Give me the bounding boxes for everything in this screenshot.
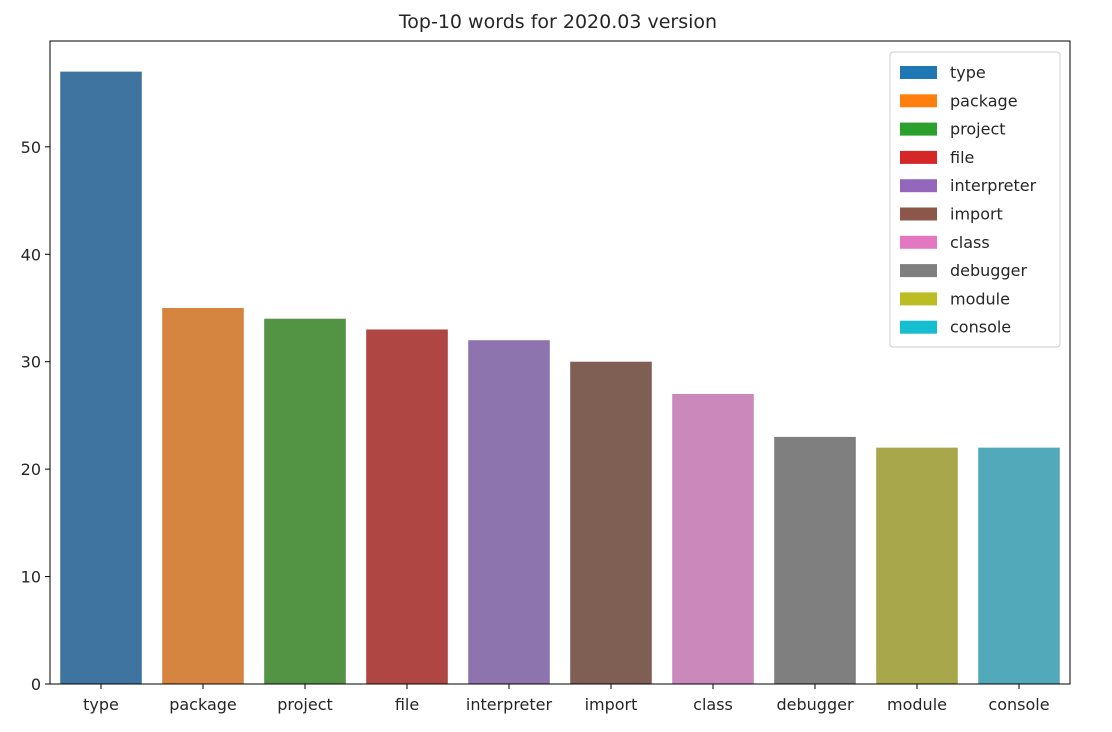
legend: type package project file interpreter import c…: [889, 51, 1061, 348]
y-tick-label: 40: [21, 245, 41, 264]
x-axis: type package project file interpreter import c…: [83, 684, 1050, 714]
bar-file: [366, 329, 448, 684]
x-tick-label: console: [988, 695, 1049, 714]
y-tick-label: 10: [21, 568, 41, 587]
x-tick-label: file: [395, 695, 419, 714]
legend-swatch-class: [900, 235, 937, 249]
bar-debugger: [774, 436, 856, 684]
legend-swatch-file: [900, 150, 937, 164]
bar-import: [570, 361, 652, 684]
y-tick-label: 50: [21, 138, 41, 157]
bar-type: [60, 71, 142, 685]
legend-swatch-import: [900, 207, 937, 221]
legend-label-class: class: [950, 233, 990, 252]
x-tick-label: class: [693, 695, 733, 714]
bar-project: [264, 318, 346, 684]
y-axis: 0 10 20 30 40 50: [21, 138, 50, 694]
legend-label-import: import: [950, 205, 1003, 224]
legend-swatch-debugger: [900, 264, 937, 278]
bar-class: [672, 393, 754, 684]
chart-title: Top-10 words for 2020.03 version: [398, 11, 717, 33]
x-tick-label: package: [169, 695, 237, 714]
legend-swatch-package: [900, 94, 937, 108]
x-tick-label: project: [277, 695, 333, 714]
bar-interpreter: [468, 340, 550, 684]
y-tick-label: 30: [21, 353, 41, 372]
y-tick-label: 0: [31, 675, 41, 694]
x-tick-label: type: [83, 695, 119, 714]
x-tick-label: interpreter: [466, 695, 553, 714]
bar-console: [978, 447, 1060, 684]
legend-label-package: package: [950, 91, 1018, 110]
x-tick-label: debugger: [776, 695, 853, 714]
legend-swatch-project: [900, 122, 937, 136]
bars-group: [60, 71, 1060, 685]
plot-frame: [49, 40, 1071, 685]
legend-swatch-interpreter: [900, 179, 937, 193]
legend-label-project: project: [950, 120, 1006, 139]
x-tick-label: module: [887, 695, 947, 714]
legend-label-file: file: [950, 148, 974, 167]
bar-package: [162, 307, 244, 684]
bar-module: [876, 447, 958, 684]
legend-swatch-type: [900, 66, 937, 79]
legend-swatch-console: [900, 320, 937, 334]
x-tick-label: import: [585, 695, 638, 714]
y-tick-label: 20: [21, 460, 41, 479]
legend-label-type: type: [950, 63, 986, 82]
legend-label-module: module: [950, 289, 1010, 308]
legend-label-console: console: [950, 318, 1011, 337]
legend-label-interpreter: interpreter: [950, 176, 1037, 195]
legend-label-debugger: debugger: [950, 261, 1027, 280]
legend-swatch-module: [900, 292, 937, 306]
